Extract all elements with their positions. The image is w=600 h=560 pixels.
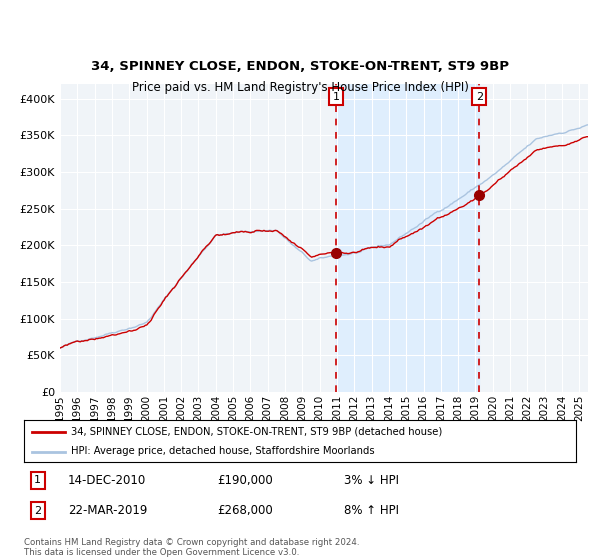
Text: 1: 1 [333,92,340,102]
Text: 2: 2 [34,506,41,516]
Text: 34, SPINNEY CLOSE, ENDON, STOKE-ON-TRENT, ST9 9BP: 34, SPINNEY CLOSE, ENDON, STOKE-ON-TRENT… [91,60,509,73]
Text: 14-DEC-2010: 14-DEC-2010 [68,474,146,487]
Text: £190,000: £190,000 [217,474,273,487]
Text: 1: 1 [34,475,41,486]
Text: Price paid vs. HM Land Registry's House Price Index (HPI): Price paid vs. HM Land Registry's House … [131,81,469,94]
Text: HPI: Average price, detached house, Staffordshire Moorlands: HPI: Average price, detached house, Staf… [71,446,374,456]
Text: 34, SPINNEY CLOSE, ENDON, STOKE-ON-TRENT, ST9 9BP (detached house): 34, SPINNEY CLOSE, ENDON, STOKE-ON-TRENT… [71,427,442,437]
Text: 2: 2 [476,92,483,102]
Text: £268,000: £268,000 [217,504,273,517]
Bar [336,84,479,392]
Text: 3% ↓ HPI: 3% ↓ HPI [344,474,399,487]
Text: Contains HM Land Registry data © Crown copyright and database right 2024.
This d: Contains HM Land Registry data © Crown c… [24,538,359,557]
Text: 8% ↑ HPI: 8% ↑ HPI [344,504,399,517]
Text: 22-MAR-2019: 22-MAR-2019 [68,504,148,517]
